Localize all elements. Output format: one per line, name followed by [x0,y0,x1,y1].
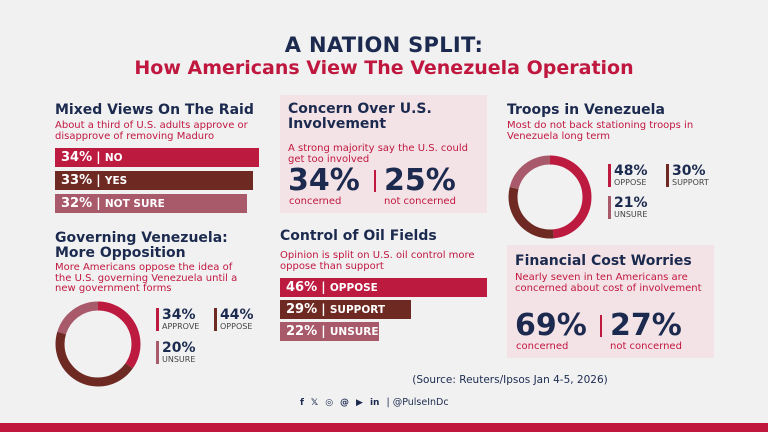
donut-slice-unsure [55,301,141,387]
legend-item: 44% OPPOSE [214,308,254,331]
raid-title: Mixed Views On The Raid [55,102,254,118]
bar-label: UNSURE [329,326,379,338]
concern-stat-label: concerned [289,196,342,207]
x-icon[interactable]: 𝕏 [310,397,319,408]
bar-value: 46% [286,280,318,295]
concern-panel [280,95,487,213]
financial-panel [507,245,714,358]
concern-stat-value: 34% [288,163,360,198]
bar-value: 32% [61,196,93,211]
concern-stat-value: 25% [384,163,456,198]
legend-item: 48% OPPOSE [608,164,648,187]
bar-label: NO [104,152,123,164]
concern-title: Concern Over U.S. Involvement [288,101,432,132]
social-links: f 𝕏 ◎ @ ▶ in | @PulseInDc [300,397,449,408]
financial-stat-label: concerned [516,341,569,352]
concern-subtitle: A strong majority say the U.S. could get… [288,143,469,165]
governing-title: Governing Venezuela: More Opposition [55,230,228,261]
legend-item: 34% APPROVE [156,308,199,331]
bar-unsure: 22% | UNSURE [280,322,379,341]
linkedin-icon[interactable]: in [369,397,380,408]
bar-yes: 33% | YES [55,171,253,190]
bar-label: OPPOSE [329,282,378,294]
financial-stat-value: 27% [610,308,682,343]
bottom-accent-bar [0,423,768,432]
financial-stat-label: not concerned [610,341,682,352]
legend-item: 30% SUPPORT [666,164,709,187]
divider [374,170,376,192]
donut-slice-oppose [55,301,141,387]
main-title: A NATION SPLIT: [284,33,484,57]
donut-slice-support [508,155,592,239]
social-handle[interactable]: | @PulseInDc [386,397,449,408]
bar-support: 29% | SUPPORT [280,300,411,319]
financial-title: Financial Cost Worries [515,253,692,269]
concern-stat-label: not concerned [384,196,456,207]
troops-subtitle: Most do not back stationing troops in Ve… [507,120,694,142]
governing-donut-chart [55,301,141,387]
bar-value: 29% [286,302,318,317]
divider [600,315,602,337]
instagram-icon[interactable]: ◎ [325,397,334,408]
donut-slice-unsure [508,155,592,239]
oil-subtitle: Opinion is split on U.S. oil control mor… [280,250,475,272]
bar-not-sure: 32% | NOT SURE [55,194,247,213]
troops-title: Troops in Venezuela [507,102,665,118]
oil-title: Control of Oil Fields [280,228,437,244]
threads-icon[interactable]: @ [340,397,350,408]
bar-value: 34% [61,150,93,165]
source-note: (Source: Reuters/Ipsos Jan 4-5, 2026) [412,374,608,386]
bar-value: 22% [286,324,318,339]
facebook-icon[interactable]: f [300,397,304,408]
bar-oppose: 46% | OPPOSE [280,278,487,297]
legend-item: 20% UNSURE [156,341,196,364]
youtube-icon[interactable]: ▶ [356,397,363,408]
bar-label: SUPPORT [329,304,386,316]
legend-item: 21% UNSURE [608,196,648,219]
main-subtitle: How Americans View The Venezuela Operati… [134,57,634,79]
bar-label: NOT SURE [104,198,165,210]
bar-value: 33% [61,173,93,188]
financial-subtitle: Nearly seven in ten Americans are concer… [515,272,702,294]
troops-donut-chart [508,155,592,239]
governing-subtitle: More Americans oppose the idea of the U.… [55,262,238,294]
bar-label: YES [104,175,128,187]
raid-subtitle: About a third of U.S. adults approve or … [55,120,248,142]
financial-stat-value: 69% [515,308,587,343]
bar-no: 34% | NO [55,148,259,167]
